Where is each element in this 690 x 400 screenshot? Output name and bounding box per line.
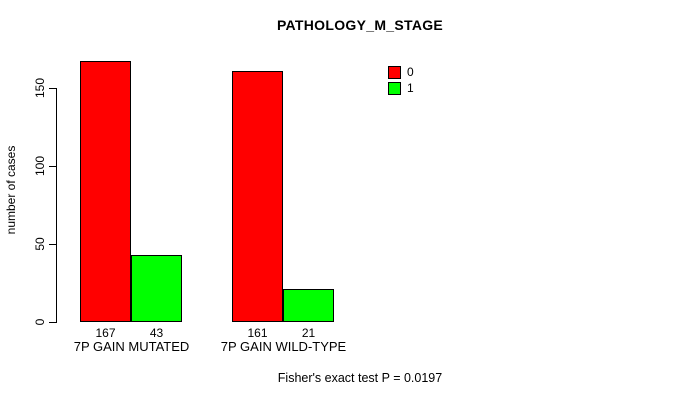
- bar-7p-gain-mutated-0: [80, 61, 131, 322]
- annotation-text: Fisher's exact test P = 0.0197: [277, 371, 443, 385]
- bar-value-label: 161: [247, 326, 268, 340]
- y-tick-mark: [49, 166, 56, 167]
- legend-swatch-0: [388, 65, 401, 79]
- bar-7p-gain-wild-type-0: [232, 71, 283, 322]
- legend-label: 0: [407, 64, 414, 79]
- y-axis-line: [56, 88, 57, 323]
- y-tick-mark: [49, 244, 56, 245]
- y-tick-mark: [49, 322, 56, 323]
- bar-value-label: 21: [301, 326, 316, 340]
- bar-7p-gain-wild-type-1: [283, 289, 334, 322]
- y-axis-label: number of cases: [4, 145, 18, 235]
- category-label: 7P GAIN MUTATED: [73, 339, 190, 354]
- bar-value-label: 167: [95, 326, 116, 340]
- y-tick-mark: [49, 88, 56, 89]
- bar-value-label: 43: [149, 326, 164, 340]
- legend-row: 1: [388, 80, 414, 96]
- y-tick-label: 50: [33, 237, 47, 251]
- y-tick-label: 0: [33, 318, 47, 326]
- chart-title: PATHOLOGY_M_STAGE: [276, 17, 444, 33]
- category-label: 7P GAIN WILD-TYPE: [220, 339, 347, 354]
- legend-swatch-1: [388, 81, 401, 95]
- legend-label: 1: [407, 80, 414, 95]
- bar-7p-gain-mutated-1: [131, 255, 182, 322]
- y-tick-label: 100: [33, 155, 47, 177]
- legend-row: 0: [388, 64, 414, 80]
- y-tick-label: 150: [33, 77, 47, 99]
